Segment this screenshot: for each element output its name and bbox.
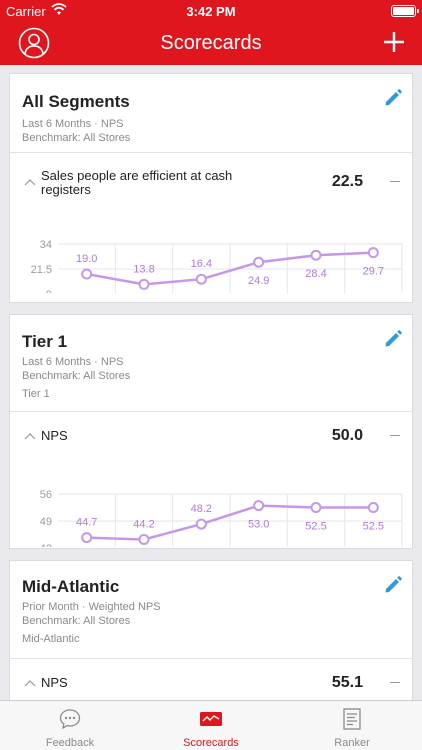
data-point	[367, 247, 379, 259]
chevron-up-icon[interactable]	[24, 178, 36, 186]
data-label: 52.5	[305, 521, 326, 533]
card-header: Mid-Atlantic Prior Month · Weighted NPS …	[10, 561, 412, 659]
battery-icon	[391, 5, 419, 17]
tab-label: Ranker	[334, 737, 370, 749]
card-period: Last 6 Months · NPS	[22, 118, 124, 130]
metric-row[interactable]: NPS 55.1	[10, 659, 412, 700]
y-tick-label: 34	[40, 239, 52, 251]
data-label: 29.7	[363, 266, 384, 278]
card-benchmark: Benchmark: All Stores	[22, 615, 131, 627]
data-label: 44.7	[76, 517, 97, 529]
data-point	[253, 500, 265, 512]
add-icon[interactable]	[382, 30, 406, 54]
collapse-icon[interactable]	[390, 435, 400, 436]
carrier-label: Carrier	[6, 4, 46, 19]
series-line	[86, 504, 374, 541]
data-label: 24.9	[248, 275, 269, 287]
data-point	[367, 502, 379, 513]
tab-label: Scorecards	[183, 737, 239, 749]
data-point	[138, 278, 150, 290]
tab-ranker[interactable]: Ranker	[282, 701, 422, 750]
pencil-icon[interactable]	[383, 88, 403, 108]
data-point	[195, 518, 207, 530]
data-label: 28.4	[305, 268, 326, 280]
series-line	[86, 251, 374, 286]
data-label: 53.0	[248, 519, 269, 531]
data-label: 52.5	[363, 521, 384, 533]
chevron-up-icon[interactable]	[24, 432, 36, 440]
card-segment: Tier 1	[22, 388, 50, 400]
navigation-bar: Scorecards	[0, 22, 422, 65]
card-header: All Segments Last 6 Months · NPS Benchma…	[10, 74, 412, 153]
y-tick-label: 21.5	[31, 264, 52, 276]
y-tick-label: 42	[40, 543, 52, 547]
tab-feedback[interactable]: Feedback	[0, 701, 140, 750]
ranking-list-icon	[343, 708, 361, 730]
metric-row[interactable]: NPS 50.0 564942NovDecJanFebMarApr44.744.…	[10, 412, 412, 549]
profile-icon[interactable]	[18, 27, 50, 59]
data-point	[81, 268, 93, 280]
scorecard-card[interactable]: Mid-Atlantic Prior Month · Weighted NPS …	[9, 560, 413, 700]
y-tick-label: 49	[40, 516, 52, 528]
card-title: Tier 1	[22, 332, 68, 351]
tab-label: Feedback	[45, 737, 95, 749]
page-title: Scorecards	[160, 32, 262, 54]
data-label: 16.4	[191, 258, 212, 270]
collapse-icon[interactable]	[390, 682, 400, 683]
card-title: All Segments	[22, 92, 130, 111]
data-point	[138, 534, 150, 546]
tab-scorecards[interactable]: Scorecards	[141, 701, 281, 750]
metric-value: 22.5	[331, 173, 363, 190]
card-title: Mid-Atlantic	[22, 577, 120, 596]
trend-chart: 564942NovDecJanFebMarApr44.744.248.253.0…	[40, 489, 403, 547]
data-point	[310, 249, 322, 261]
metric-value: 50.0	[331, 427, 363, 444]
tab-bar: Feedback Scorecards Ranker	[0, 700, 422, 750]
status-bar: Carrier 3:42 PM	[0, 0, 422, 22]
y-tick-label: 56	[40, 489, 52, 501]
card-period: Last 6 Months · NPS	[22, 356, 124, 368]
data-label: 48.2	[191, 503, 212, 515]
card-benchmark: Benchmark: All Stores	[22, 370, 131, 382]
card-segment: Mid-Atlantic	[22, 633, 80, 645]
scorecard-card[interactable]: Tier 1 Last 6 Months · NPS Benchmark: Al…	[9, 314, 413, 549]
card-period: Prior Month · Weighted NPS	[22, 601, 161, 613]
metric-label: NPS	[41, 428, 68, 443]
pencil-icon[interactable]	[383, 329, 403, 349]
chevron-up-icon[interactable]	[24, 679, 36, 687]
y-tick-label: 9	[46, 289, 52, 293]
data-label: 13.8	[133, 263, 154, 275]
metric-value: 55.1	[331, 674, 363, 691]
scorecard-list[interactable]: All Segments Last 6 Months · NPS Benchma…	[0, 65, 422, 700]
data-label: 19.0	[76, 253, 97, 265]
card-header: Tier 1 Last 6 Months · NPS Benchmark: Al…	[10, 315, 412, 412]
card-benchmark: Benchmark: All Stores	[22, 132, 131, 144]
clock: 3:42 PM	[186, 4, 236, 19]
data-label: 44.2	[133, 519, 154, 531]
chat-bubble-icon	[59, 709, 81, 730]
collapse-icon[interactable]	[390, 181, 400, 182]
data-point	[253, 256, 265, 268]
data-point	[195, 273, 207, 285]
metric-label: NPS	[41, 675, 68, 690]
metric-label: Sales people are efficient at cash regis…	[41, 168, 233, 197]
scorecard-card[interactable]: All Segments Last 6 Months · NPS Benchma…	[9, 73, 413, 303]
trend-chart: 3421.59NovDecJanFebMarApr19.013.816.424.…	[31, 239, 403, 293]
pencil-icon[interactable]	[383, 575, 403, 595]
trend-chart-icon	[200, 712, 222, 726]
data-point	[81, 532, 93, 544]
wifi-icon	[51, 3, 67, 15]
data-point	[310, 502, 322, 513]
metric-row[interactable]: Sales people are efficient at cash regis…	[10, 153, 412, 303]
